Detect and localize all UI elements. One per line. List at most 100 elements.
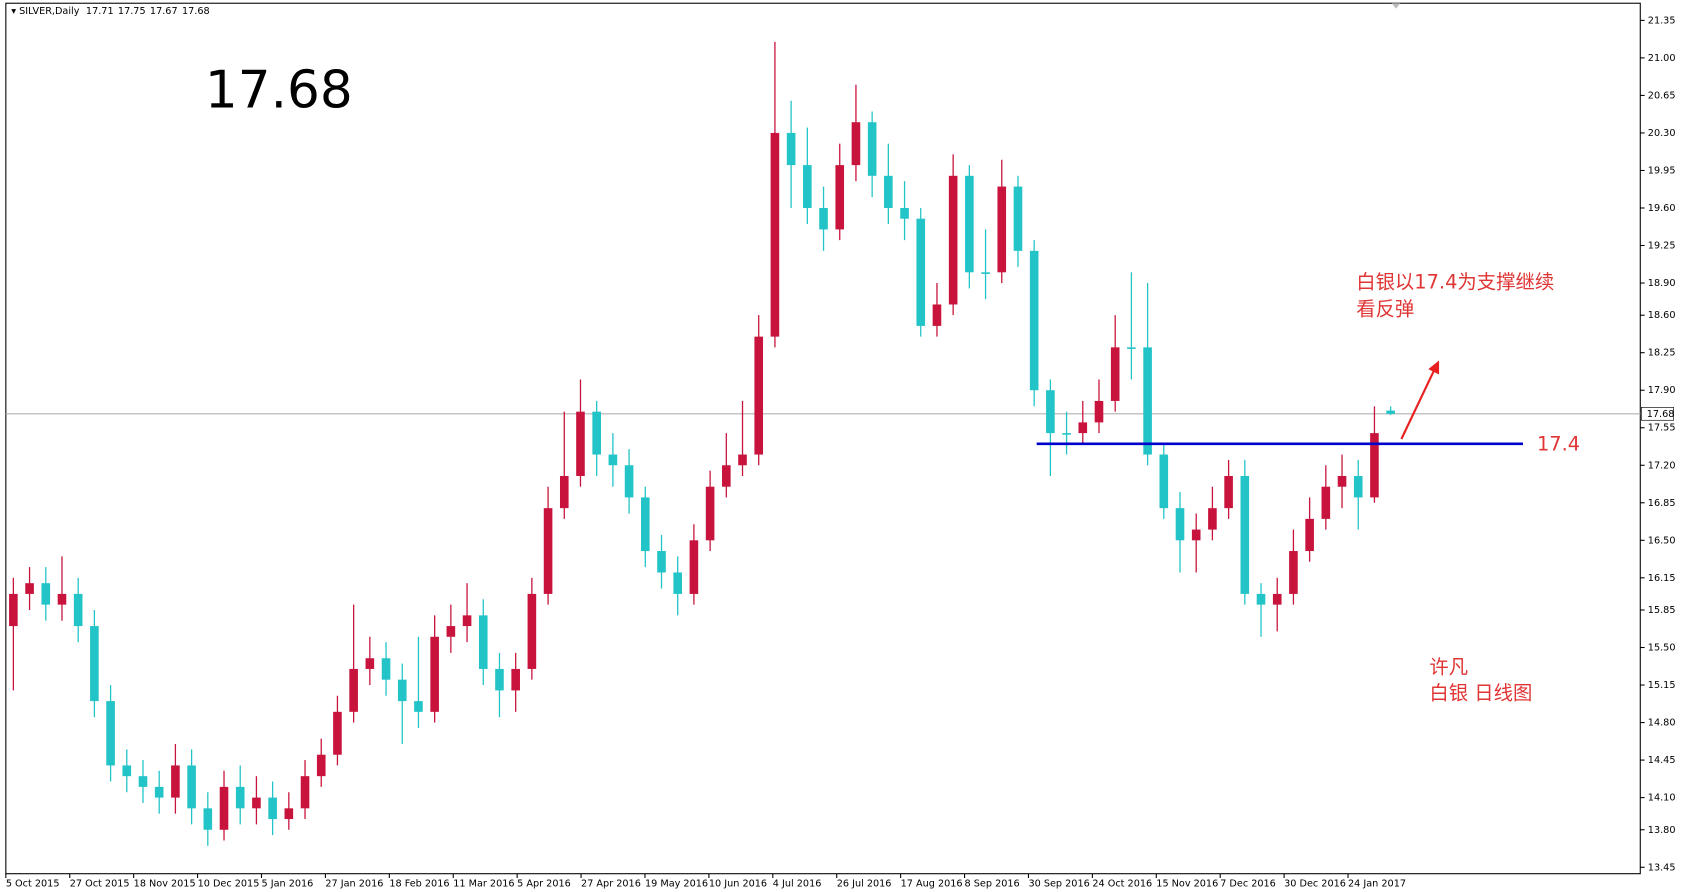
candle-body [981,272,990,274]
x-tick-label: 24 Oct 2016 [1092,878,1152,889]
candle-body [478,615,488,669]
candle-body [90,626,99,702]
candle-body [73,593,83,627]
candle-body [559,475,569,509]
candle-body [754,336,764,455]
candle-body [689,540,699,594]
candle-body [803,165,812,208]
candle-body [25,583,34,594]
candle-body [1321,486,1331,519]
y-tick-label: 17.90 [1648,385,1676,396]
candle-body [592,411,601,455]
candle-body [624,465,634,498]
x-tick-label: 5 Jan 2016 [261,878,313,889]
annotation: 许凡 [1429,656,1468,679]
candle-body [997,186,1007,273]
support-label: 17.4 [1537,432,1580,455]
x-tick-label: 5 Oct 2015 [6,878,60,889]
candle-body [851,122,861,166]
candle-body [657,551,666,573]
annotation: 白银 日线图 [1429,682,1532,705]
candle-body [1110,347,1120,401]
candle-body [543,508,553,594]
close: 17.68 [182,6,210,17]
candle-body [300,776,310,809]
candle-body [203,808,213,830]
candle-body [1240,475,1250,594]
candle-body [154,786,164,798]
candle-body [446,626,456,637]
candle-body [770,132,780,337]
x-tick-label: 18 Feb 2016 [389,878,449,889]
y-tick-label: 19.60 [1648,203,1676,214]
candle-body [187,765,196,809]
candle-body [608,454,618,466]
y-tick-label: 16.85 [1648,498,1676,509]
candle-body [965,175,974,273]
candle-body [916,218,926,326]
y-tick-label: 18.25 [1648,348,1676,359]
candle-body [252,797,261,809]
candle-body [1191,529,1201,541]
y-tick-label: 20.65 [1648,90,1676,101]
y-tick-label: 15.15 [1648,680,1676,691]
x-tick-label: 27 Jan 2016 [325,878,383,889]
y-tick-label: 13.80 [1648,825,1676,836]
candle-body [1078,422,1088,434]
marks: 13.45 13.80 14.10 14.45 14.80 15.15 15.50 15.85… [5,15,1676,889]
candle-body [365,658,375,669]
y-tick-label: 18.90 [1648,278,1676,289]
candle-body [1305,518,1314,552]
candle-body [1337,475,1347,487]
x-tick-label: 10 Jun 2016 [709,878,767,889]
candle-body [349,668,358,712]
x-tick-label: 19 May 2016 [645,878,708,889]
candle-body [430,636,439,712]
x-tick-label: 27 Apr 2016 [581,878,641,889]
x-tick-label: 30 Sep 2016 [1028,878,1089,889]
x-tick-label: 27 Oct 2015 [70,878,130,889]
candle-body [932,304,942,326]
candle-body [1062,433,1071,435]
last-price-label: 17.68 [1647,409,1675,420]
candle-body [819,207,828,230]
candle-body [316,754,326,777]
x-tick-label: 17 Aug 2016 [901,878,963,889]
candle-body [884,175,893,208]
header: ▾ SILVER,Daily 17.71 17.75 17.67 17.68 [11,6,209,17]
x-tick-label: 24 Jan 2017 [1348,878,1406,889]
plot-frame [5,2,1641,875]
candle-body [1272,593,1282,605]
x-tick-label: 7 Dec 2016 [1220,878,1276,889]
x-tick-label: 8 Sep 2016 [965,878,1020,889]
y-tick-label: 17.55 [1648,423,1676,434]
open: 17.71 [86,6,114,17]
candle-body [381,658,391,680]
low: 17.67 [150,6,178,17]
x-tick-label: 15 Nov 2016 [1156,878,1218,889]
candle-body [867,122,877,176]
y-tick-label: 21.00 [1648,53,1676,64]
candle-body [673,572,683,594]
candle-body [1046,390,1055,434]
y-tick-label: 16.15 [1648,573,1676,584]
y-tick-label: 13.45 [1648,862,1676,873]
candle-body [9,593,18,627]
candle-body [41,583,51,605]
y-tick-label: 20.30 [1648,128,1676,139]
candle-body [333,711,342,755]
big-price: 17.68 [205,61,353,121]
x-tick-label: 5 Apr 2016 [517,878,571,889]
candle-body [138,776,148,787]
candle-body [268,797,277,820]
candle-body [1256,593,1266,605]
candle-body [511,668,520,691]
candle-body [835,165,845,230]
candle-body [738,454,747,466]
candle-body [1159,454,1169,509]
candle-body [1094,400,1104,423]
candle-body [1029,250,1039,391]
candle-body [57,593,67,605]
x-tick-label: 26 Jul 2016 [837,878,892,889]
